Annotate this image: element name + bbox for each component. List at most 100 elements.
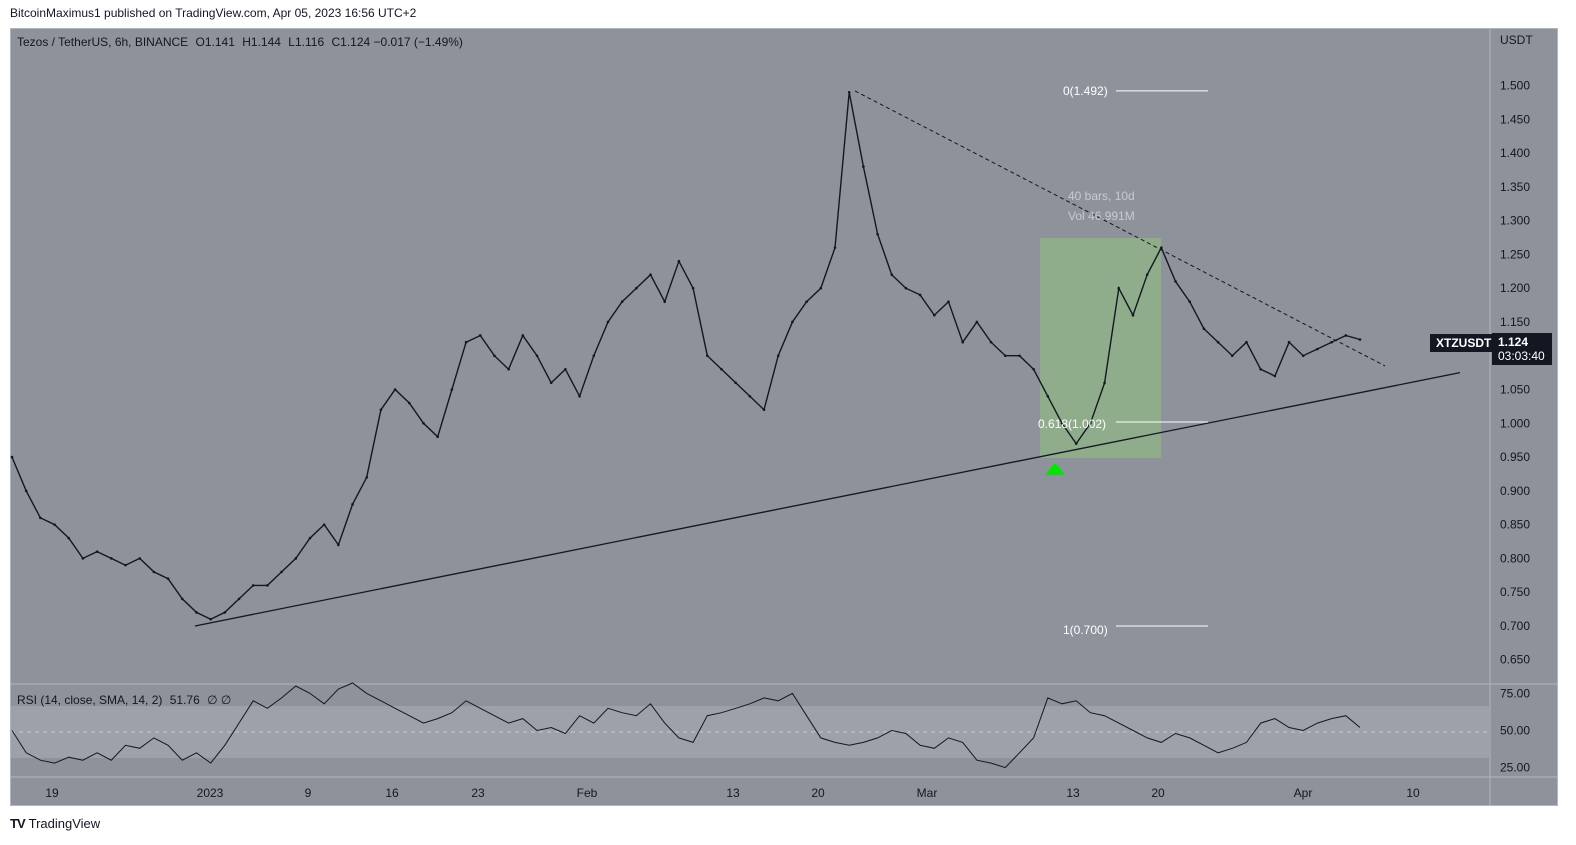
price-point (564, 367, 567, 371)
price-point (776, 354, 780, 358)
fib-mid-label: 0.618(1.002) (1038, 417, 1106, 431)
rsi-tick-label: 25.00 (1500, 761, 1530, 775)
price-point (308, 536, 312, 540)
buy-arrow-icon (1045, 463, 1065, 475)
resistance-trendline[interactable] (854, 90, 1386, 367)
price-point (180, 597, 184, 601)
price-point (1046, 394, 1050, 398)
price-tick-label: 1.250 (1500, 247, 1530, 261)
price-point (1018, 354, 1021, 358)
price-point (450, 388, 454, 391)
footer: TV TradingView (10, 816, 100, 831)
price-point (138, 557, 142, 560)
price-point (365, 476, 369, 479)
price-point (393, 388, 397, 391)
range-volume-label: Vol 46.991M (1068, 209, 1135, 223)
rsi-tick-label: 75.00 (1500, 686, 1530, 700)
symbol-title: Tezos / TetherUS, 6h, BINANCE (17, 35, 189, 49)
price-point (251, 584, 255, 587)
price-point (1259, 367, 1262, 371)
price-point (535, 354, 539, 358)
close-label: C (331, 35, 341, 49)
time-tick-label: 19 (45, 786, 59, 800)
price-point (337, 543, 340, 547)
price-point (464, 340, 468, 344)
price-point (876, 232, 879, 236)
price-point (890, 273, 894, 276)
price-point (39, 516, 42, 520)
rsi-series-line (11, 682, 1361, 769)
low-value: 1.116 (294, 35, 325, 49)
price-point (110, 557, 113, 560)
price-point (1344, 334, 1348, 337)
rsi-tick-label: 50.00 (1500, 724, 1530, 738)
high-label: H (242, 35, 251, 49)
time-tick-label: 20 (811, 786, 825, 800)
open-value: 1.141 (204, 35, 235, 49)
price-point (1202, 327, 1206, 331)
price-point (53, 523, 56, 526)
bar-countdown: 03:03:40 (1498, 349, 1545, 363)
price-point (152, 570, 156, 574)
price-point (549, 381, 553, 385)
price-point (734, 381, 737, 385)
rsi-legend: RSI (14, close, SMA, 14, 2) 51.76 ∅ ∅ (17, 693, 231, 707)
chart-legend: Tezos / TetherUS, 6h, BINANCE O1.141 H 1.… (17, 35, 463, 49)
price-point (933, 313, 936, 317)
price-point (294, 557, 298, 560)
price-point (1074, 442, 1078, 445)
price-tick-label: 0.850 (1500, 518, 1530, 532)
symbol-tag: XTZUSDT (1430, 334, 1498, 352)
price-point (947, 300, 950, 304)
price-point (1358, 338, 1362, 341)
price-tick-label: 1.050 (1500, 383, 1530, 397)
price-point (578, 394, 581, 398)
price-point (847, 90, 851, 94)
price-point (124, 563, 127, 567)
range-box[interactable] (1040, 238, 1161, 458)
price-point (237, 597, 241, 601)
time-tick-label: Feb (577, 786, 598, 800)
price-tick-label: 1.300 (1500, 214, 1530, 228)
price-tick-label: 1.200 (1500, 281, 1530, 295)
rsi-extra: ∅ ∅ (207, 693, 232, 707)
price-point (961, 340, 964, 344)
change-value: −0.017 (−1.49%) (373, 35, 463, 49)
price-point (521, 334, 525, 337)
price-point (67, 536, 71, 540)
price-point (280, 570, 283, 574)
price-point (606, 320, 610, 324)
price-tick-label: 1.350 (1500, 180, 1530, 194)
price-axis-currency: USDT (1500, 33, 1533, 47)
price-point (819, 286, 823, 290)
price-point (904, 286, 908, 290)
time-tick-label: 13 (1066, 786, 1080, 800)
price-point (1216, 340, 1220, 344)
last-price-value: 1.124 (1498, 335, 1529, 349)
price-tick-label: 0.650 (1500, 653, 1530, 667)
price-point (918, 293, 922, 297)
price-point (195, 611, 198, 614)
price-point (833, 246, 837, 249)
price-point (620, 300, 624, 304)
price-point (1174, 280, 1177, 283)
last-price-tag: 1.124 03:03:40 (1492, 333, 1552, 365)
price-point (1273, 374, 1277, 378)
price-point (1103, 381, 1106, 385)
time-tick-label: 2023 (197, 786, 224, 800)
time-tick-label: 16 (385, 786, 399, 800)
price-point (1131, 313, 1135, 317)
price-point (1089, 421, 1092, 425)
support-trendline[interactable] (194, 371, 1461, 627)
price-tick-label: 0.800 (1500, 551, 1530, 565)
price-point (791, 320, 794, 324)
price-point (436, 435, 439, 439)
chart-frame[interactable] (10, 28, 1558, 806)
time-tick-label: 13 (726, 786, 740, 800)
price-tick-label: 1.000 (1500, 416, 1530, 430)
price-point (166, 577, 170, 580)
price-point (1060, 421, 1064, 425)
price-point (322, 523, 326, 526)
open-label: O (195, 35, 205, 49)
